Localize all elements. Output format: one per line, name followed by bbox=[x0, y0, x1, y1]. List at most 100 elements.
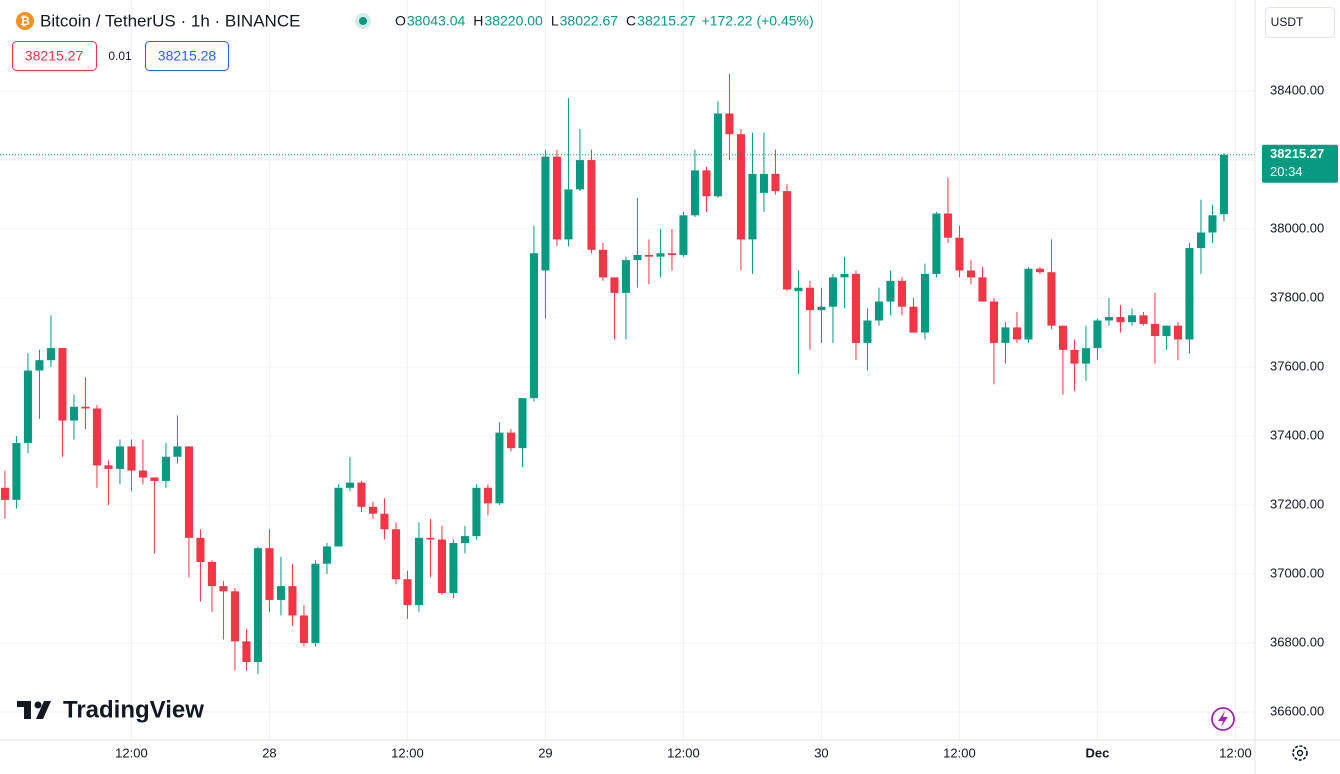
candle-body bbox=[449, 543, 458, 594]
candle-body bbox=[1196, 232, 1205, 249]
legend-key: O bbox=[395, 13, 406, 29]
candle-body bbox=[874, 301, 883, 321]
last-price-tag bbox=[1262, 144, 1338, 183]
candle-body bbox=[1219, 154, 1228, 215]
candle-body bbox=[150, 477, 159, 481]
candle-body bbox=[552, 156, 561, 240]
candle-body bbox=[1116, 317, 1125, 323]
status-dot bbox=[359, 17, 367, 25]
candle-body bbox=[782, 191, 791, 290]
settings-icon-center[interactable] bbox=[1296, 749, 1304, 757]
spread: 0.01 bbox=[108, 49, 132, 63]
candle-body bbox=[943, 213, 952, 238]
candle-body bbox=[771, 173, 780, 192]
alert-bolt[interactable] bbox=[1218, 711, 1228, 727]
candle-body bbox=[897, 280, 906, 307]
currency-button[interactable] bbox=[1265, 7, 1335, 38]
x-tick-label: 28 bbox=[262, 745, 276, 760]
candle-body bbox=[426, 537, 435, 540]
y-tick-label: 37600.00 bbox=[1270, 359, 1324, 374]
candle-body bbox=[311, 563, 320, 644]
candle-body bbox=[1035, 268, 1044, 273]
buy-button[interactable] bbox=[145, 41, 229, 71]
candle-body bbox=[265, 548, 274, 600]
candle-body bbox=[518, 398, 527, 449]
candle-body bbox=[759, 173, 768, 193]
legend-value: 38220.00 bbox=[484, 13, 543, 29]
candle-body bbox=[345, 482, 354, 488]
candle-body bbox=[886, 280, 895, 302]
x-tick-label: 12:00 bbox=[667, 745, 700, 760]
buy-price[interactable]: 38215.28 bbox=[158, 48, 217, 64]
candle-body bbox=[1173, 325, 1182, 340]
candle-body bbox=[1047, 272, 1056, 326]
sell-button[interactable] bbox=[12, 41, 97, 71]
candle-body bbox=[587, 160, 596, 250]
candle-body bbox=[357, 482, 366, 507]
candle-body bbox=[1139, 315, 1148, 324]
coin-glyph: ₿ bbox=[20, 14, 30, 28]
candle-body bbox=[1093, 320, 1102, 349]
candle-body bbox=[380, 513, 389, 530]
legend-key: H bbox=[473, 13, 483, 29]
candle-body bbox=[564, 189, 573, 240]
candle-body bbox=[598, 249, 607, 278]
y-tick-label: 37200.00 bbox=[1270, 497, 1324, 512]
settings-icon[interactable] bbox=[1292, 745, 1308, 761]
candle-body bbox=[322, 546, 331, 564]
candle-body bbox=[1162, 325, 1171, 337]
candle-body bbox=[1058, 325, 1067, 350]
y-tick-label: 37000.00 bbox=[1270, 565, 1324, 580]
sell-price[interactable]: 38215.27 bbox=[25, 48, 84, 64]
candle-body bbox=[104, 465, 113, 469]
candle-body bbox=[23, 370, 32, 443]
currency[interactable]: USDT bbox=[1271, 15, 1304, 29]
legend-value: 38022.67 bbox=[560, 13, 619, 29]
candle-body bbox=[207, 561, 216, 587]
candle-body bbox=[288, 586, 297, 616]
y-tick-label: 38000.00 bbox=[1270, 221, 1324, 236]
candle-body bbox=[863, 320, 872, 343]
candle-body bbox=[667, 253, 676, 255]
candle-body bbox=[794, 287, 803, 292]
x-tick-label: Dec bbox=[1086, 745, 1110, 760]
candle-body bbox=[0, 487, 9, 500]
last-price-label: 38215.27 bbox=[1270, 146, 1324, 161]
candle-body bbox=[529, 253, 538, 399]
candle-body bbox=[1104, 317, 1113, 321]
candle-body bbox=[978, 277, 987, 302]
candles bbox=[0, 73, 1255, 675]
y-tick-label: 36800.00 bbox=[1270, 634, 1324, 649]
candle-body bbox=[299, 615, 308, 644]
legend-change: +172.22 (+0.45%) bbox=[702, 13, 814, 29]
legend-key: C bbox=[626, 13, 636, 29]
candle-body bbox=[1081, 348, 1090, 364]
candle-body bbox=[840, 273, 849, 278]
candle-body bbox=[69, 406, 78, 421]
candle-body bbox=[495, 432, 504, 504]
candle-body bbox=[334, 487, 343, 547]
alert-icon[interactable] bbox=[1211, 707, 1235, 731]
y-tick-label: 37800.00 bbox=[1270, 290, 1324, 305]
candle-body bbox=[138, 470, 147, 478]
candle-body bbox=[621, 260, 630, 293]
candle-body bbox=[81, 406, 90, 409]
legend-value: 38215.27 bbox=[637, 13, 696, 29]
candle-body bbox=[679, 215, 688, 255]
candle-body bbox=[828, 277, 837, 307]
candle-body bbox=[805, 287, 814, 311]
candle-body bbox=[1127, 315, 1136, 323]
candle-body bbox=[851, 273, 860, 343]
candle-body bbox=[656, 253, 665, 257]
candle-body bbox=[460, 536, 469, 544]
x-tick-label: 12:00 bbox=[1219, 745, 1252, 760]
candle-body bbox=[472, 487, 481, 537]
candle-body bbox=[506, 432, 515, 449]
candle-body bbox=[115, 446, 124, 469]
candle-body bbox=[610, 277, 619, 293]
x-tick-label: 12:00 bbox=[115, 745, 148, 760]
candle-body bbox=[35, 360, 44, 371]
candle-body bbox=[483, 487, 492, 504]
